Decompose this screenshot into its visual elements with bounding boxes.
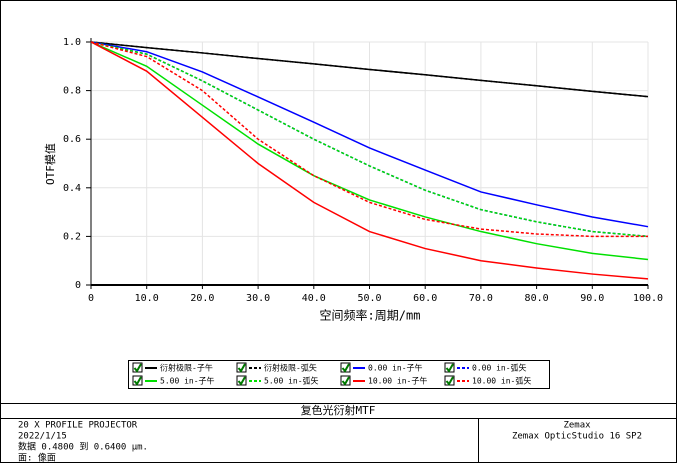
legend-label: 10.00 in-子午 xyxy=(368,376,427,386)
y-tick-label: 1.0 xyxy=(63,37,81,48)
footer-text: 20 X PROFILE PROJECTOR xyxy=(18,421,138,431)
x-tick-label: 70.0 xyxy=(469,293,493,304)
series-line xyxy=(90,41,649,228)
footer-text: 2022/1/15 xyxy=(18,432,67,442)
y-tick-label: 0.2 xyxy=(63,231,81,242)
x-tick-label: 80.0 xyxy=(525,293,549,304)
series-line xyxy=(90,41,649,280)
series-line xyxy=(90,41,649,98)
legend-label: 0.00 in-弧矢 xyxy=(472,363,527,373)
legend-check xyxy=(237,376,246,386)
footer-text: Zemax OpticStudio 16 SP2 xyxy=(512,432,642,442)
legend-box xyxy=(128,360,550,389)
y-tick-label: 0 xyxy=(75,280,81,291)
series-line xyxy=(90,41,649,238)
x-tick-label: 60.0 xyxy=(413,293,437,304)
legend-label: 5.00 in-子午 xyxy=(160,376,215,386)
x-tick-label: 30.0 xyxy=(246,293,270,304)
y-tick-label: 0.4 xyxy=(63,183,81,194)
series-line xyxy=(90,41,649,261)
legend-label: 0.00 in-子午 xyxy=(368,363,423,373)
footer-title: 复色光衍射MTF xyxy=(301,403,376,417)
legend-check xyxy=(341,376,350,386)
x-tick-label: 20.0 xyxy=(190,293,214,304)
legend-check xyxy=(445,376,454,386)
x-tick-label: 90.0 xyxy=(580,293,604,304)
footer-text: 面: 像面 xyxy=(18,452,56,463)
y-axis-label: OTF模值 xyxy=(44,143,57,185)
x-tick-label: 40.0 xyxy=(302,293,326,304)
footer-text: Zemax xyxy=(563,421,591,431)
x-tick-label: 50.0 xyxy=(357,293,381,304)
y-tick-label: 0.8 xyxy=(63,86,81,97)
x-tick-label: 0 xyxy=(88,293,94,304)
footer-text: 数据 0.4800 到 0.6400 μm. xyxy=(18,441,148,453)
x-tick-label: 10.0 xyxy=(135,293,159,304)
legend-label: 5.00 in-弧矢 xyxy=(264,376,319,386)
series-line xyxy=(90,41,648,238)
legend-check xyxy=(133,363,142,373)
legend-label: 衍射极限-子午 xyxy=(160,363,213,373)
legend-label: 衍射极限-弧矢 xyxy=(264,363,317,373)
legend-check xyxy=(445,363,454,373)
x-tick-label: 100.0 xyxy=(633,293,663,304)
legend-check xyxy=(237,363,246,373)
legend-check xyxy=(133,376,142,386)
legend-check xyxy=(341,363,350,373)
y-tick-label: 0.6 xyxy=(63,134,81,145)
legend-label: 10.00 in-弧矢 xyxy=(472,376,531,386)
x-axis-label: 空间频率:周期/mm xyxy=(320,308,421,323)
